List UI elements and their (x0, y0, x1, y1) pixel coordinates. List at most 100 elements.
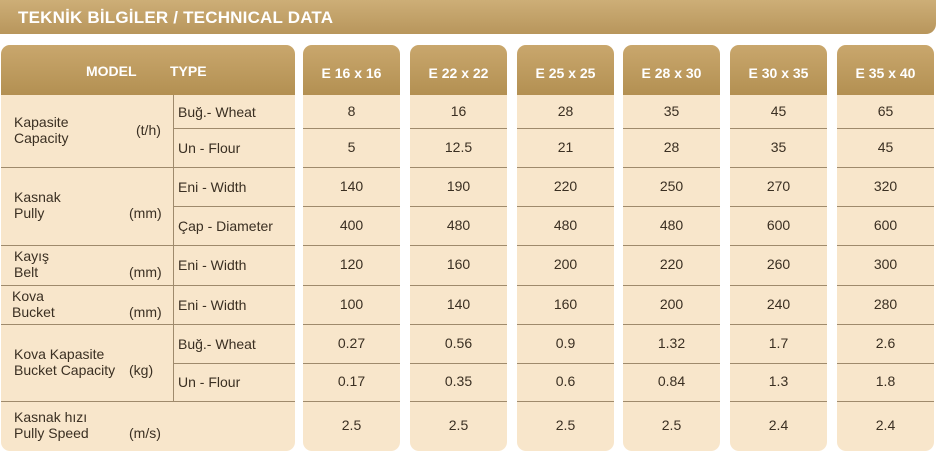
value-cell: 0.56 (444, 334, 473, 351)
cell-divider (837, 167, 934, 168)
model-name: E 25 x 25 (535, 65, 596, 81)
value-cell: 0.35 (444, 373, 473, 389)
header-cell: MODEL TYPE (1, 45, 295, 95)
cell-divider (303, 363, 400, 364)
value-cell: 200 (553, 256, 578, 272)
cell-divider (623, 401, 720, 402)
group-label-en: Capacity (14, 130, 69, 146)
value-cell: 220 (553, 177, 578, 194)
cell-divider (837, 245, 934, 246)
value-cell: 250 (659, 177, 684, 194)
cell-divider (517, 401, 614, 402)
group-label-tr: Kayış (14, 248, 50, 264)
value-cell: 35 (770, 138, 787, 155)
cell-divider (730, 363, 827, 364)
cell-divider (303, 128, 400, 129)
cell-divider (730, 285, 827, 286)
value-cell: 100 (339, 295, 364, 312)
cell-divider (517, 128, 614, 129)
value-cell: 2.4 (875, 417, 896, 433)
unit-label: (mm) (129, 205, 162, 221)
header-type-label: TYPE (170, 63, 207, 79)
model-column: E 22 x 22 16 12.5 190 480 160 140 0.56 0.35 2.5 (410, 45, 507, 451)
value-cell: 140 (446, 295, 471, 312)
cell-divider (837, 401, 934, 402)
cell-divider (303, 245, 400, 246)
cell-divider (410, 285, 507, 286)
type-label: Un - Flour (178, 374, 241, 390)
group-label-en: Pully (14, 205, 45, 221)
model-header: E 22 x 22 (410, 45, 507, 95)
value-cell: 2.5 (448, 417, 469, 433)
cell-divider (517, 206, 614, 207)
cell-divider (410, 363, 507, 364)
value-cell: 300 (873, 256, 898, 272)
cell-divider (410, 167, 507, 168)
value-cell: 600 (873, 216, 898, 233)
row-divider (1, 401, 295, 402)
cell-divider (837, 206, 934, 207)
group-label-en: Belt (14, 264, 39, 280)
cell-divider (303, 167, 400, 168)
cell-divider (517, 285, 614, 286)
value-cell: 200 (659, 295, 684, 312)
cell-divider (517, 245, 614, 246)
value-cell: 45 (770, 102, 787, 119)
row-label-panel: MODEL TYPE Kapasite Capacity (t/h) Buğ.- Wh… (1, 45, 295, 451)
cell-divider (623, 167, 720, 168)
cell-divider (623, 206, 720, 207)
value-cell: 400 (339, 216, 364, 233)
model-header: E 30 x 35 (730, 45, 827, 95)
cell-divider (303, 324, 400, 325)
cell-divider (623, 285, 720, 286)
value-cell: 600 (766, 216, 791, 233)
value-cell: 16 (450, 102, 467, 119)
sub-row-divider (173, 206, 295, 207)
model-name: E 30 x 35 (748, 65, 809, 81)
value-cell: 320 (873, 177, 898, 194)
group-label-tr: Kapasite (14, 114, 69, 130)
model-header: E 35 x 40 (837, 45, 934, 95)
cell-divider (837, 285, 934, 286)
sub-row-divider (173, 363, 295, 364)
value-cell: 190 (446, 177, 471, 194)
value-cell: 480 (553, 216, 578, 233)
cell-divider (623, 363, 720, 364)
row-divider (1, 324, 295, 325)
title-bar: TEKNİK BİLGİLER / TECHNICAL DATA (0, 0, 936, 34)
cell-divider (410, 206, 507, 207)
model-column: E 28 x 30 35 28 250 480 220 200 1.32 0.84 2.5 (623, 45, 720, 451)
value-cell: 2.5 (341, 417, 362, 433)
row-divider (1, 245, 295, 246)
value-cell: 160 (553, 295, 578, 312)
cell-divider (517, 324, 614, 325)
model-header: E 28 x 30 (623, 45, 720, 95)
model-column: E 16 x 16 8 5 140 400 120 100 0.27 0.17 2.5 (303, 45, 400, 451)
cell-divider (410, 245, 507, 246)
value-cell: 1.7 (768, 334, 789, 351)
value-cell: 0.17 (337, 373, 366, 389)
group-label-tr: Kova Kapasite (14, 345, 105, 362)
value-cell: 2.6 (875, 334, 896, 351)
model-name: E 22 x 22 (428, 65, 489, 81)
row-divider (1, 285, 295, 286)
type-label: Un - Flour (178, 139, 241, 156)
value-cell: 0.84 (657, 373, 686, 389)
cell-divider (303, 206, 400, 207)
cell-divider (730, 128, 827, 129)
cell-divider (517, 363, 614, 364)
group-label-en: Bucket (12, 303, 55, 320)
model-name: E 16 x 16 (321, 65, 382, 81)
group-label-tr: Kova (12, 287, 44, 304)
model-name: E 35 x 40 (855, 65, 916, 81)
group-label-en: Pully Speed (14, 425, 89, 441)
cell-divider (410, 128, 507, 129)
type-label: Eni - Width (178, 296, 247, 313)
cell-divider (730, 324, 827, 325)
page-title: TEKNİK BİLGİLER / TECHNICAL DATA (18, 8, 334, 27)
value-cell: 2.4 (768, 417, 789, 433)
cell-divider (730, 206, 827, 207)
value-cell: 28 (557, 102, 574, 119)
unit-label: (m/s) (129, 425, 161, 441)
value-cell: 480 (446, 216, 471, 233)
